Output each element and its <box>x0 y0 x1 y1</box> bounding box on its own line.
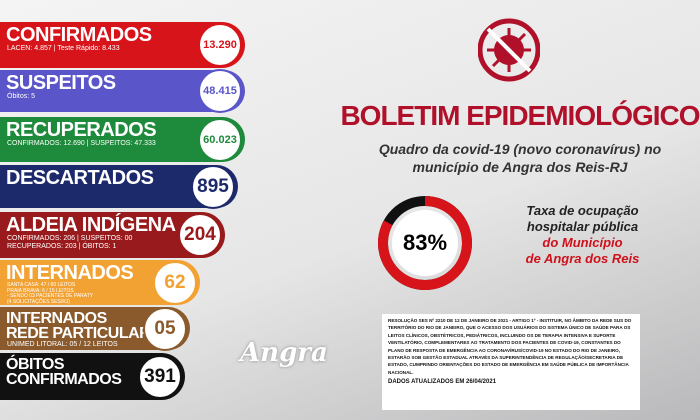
panel-title: INTERNADOS <box>6 310 107 327</box>
panel: ÓBITOS CONFIRMADOS 391 <box>0 353 185 400</box>
panel-detail: SANTA CASA: 47 / 60 LEITOS <box>7 282 76 288</box>
panel-detail: UNIMED LITORAL: 05 / 12 LEITOS <box>7 341 118 348</box>
panel-detail: CONFIRMADOS: 206 | SUSPEITOS: 00 <box>7 235 133 242</box>
count-badge: 13.290 <box>198 23 242 67</box>
resolution-text: RESOLUÇÃO SES Nº 2210 DE 12 DE JANEIRO D… <box>388 318 632 375</box>
panel: SUSPEITOS Óbitos: 5 48.415 <box>0 69 245 113</box>
panel-detail: PRAIA BRAVA: 6 / 15 LEITOS <box>7 287 74 294</box>
panel-detail: CONFIRMADOS: 12.690 | SUSPEITOS: 47.333 <box>7 140 156 147</box>
gauge-highlight: do Município <box>542 235 623 250</box>
panel: DESCARTADOS 895 <box>0 164 238 209</box>
panel-title: ÓBITOS <box>6 356 65 373</box>
count-badge: 60.023 <box>198 117 242 162</box>
logo: Angra <box>240 338 328 368</box>
resolution: RESOLUÇÃO SES Nº 2210 DE 12 DE JANEIRO D… <box>382 314 640 410</box>
subtitle-line: Quadro da covid-19 (novo coronavírus) no <box>378 141 662 157</box>
panel-title: REDE PARTICULAR <box>6 325 151 342</box>
updated: DADOS ATUALIZADOS EM 26/04/2021 <box>388 379 497 386</box>
panel-title: SUSPEITOS <box>6 72 116 94</box>
panel-detail: (4 SOLICITAÇÕES SES/RJ) <box>7 298 70 305</box>
panel-detail: - SENDO 03 PACIENTES DE PARATY <box>7 293 94 299</box>
count-badge: 62 <box>153 260 197 305</box>
panel-title: CONFIRMADOS <box>6 24 152 46</box>
panel-detail: RECUPERADOS: 203 | ÓBITOS: 1 <box>7 243 117 250</box>
count-badge: 391 <box>138 354 182 399</box>
panel: INTERNADOS SANTA CASA: 47 / 60 LEITOS PRAI… <box>0 260 200 305</box>
count-badge: 895 <box>191 164 235 209</box>
gauge-highlight: de Angra dos Reis <box>525 251 640 266</box>
gauge-text-line: Taxa de ocupação <box>526 203 639 218</box>
panel: ALDEIA INDÍGENA CONFIRMADOS: 206 | SUSPEI… <box>0 212 225 258</box>
subtitle-line: município de Angra dos Reis-RJ <box>412 159 628 175</box>
panel-title: RECUPERADOS <box>6 119 157 141</box>
gauge-label: 83% <box>403 230 447 255</box>
panel: RECUPERADOS CONFIRMADOS: 12.690 | SUSPEIT… <box>0 117 245 162</box>
panel: CONFIRMADOS LACEN: 4.857 | Teste Rápido: … <box>0 22 245 68</box>
title: BOLETIM EPIDEMIOLÓGICO <box>340 100 700 131</box>
panel-detail: LACEN: 4.857 | Teste Rápido: 8.433 <box>7 45 120 52</box>
virus-icon <box>478 18 540 82</box>
panel-detail: Óbitos: 5 <box>7 93 36 100</box>
gauge: 83% <box>378 196 472 290</box>
panel-title: CONFIRMADOS <box>6 371 122 388</box>
count-badge: 05 <box>143 306 187 351</box>
panel: INTERNADOS REDE PARTICULAR UNIMED LITORAL:… <box>0 306 190 351</box>
gauge-text-line: hospitalar pública <box>526 219 639 234</box>
count-badge: 48.415 <box>198 69 242 113</box>
subtitle: Quadro da covid-19 (novo coronavírus) no… <box>345 140 695 176</box>
gauge-text: Taxa de ocupação hospitalar pública do M… <box>495 203 670 267</box>
gauge-arc <box>378 196 472 290</box>
panel-title: DESCARTADOS <box>6 167 154 189</box>
count-badge: 204 <box>178 213 222 257</box>
panel-title: ALDEIA INDÍGENA <box>6 214 176 236</box>
panel-title: INTERNADOS <box>6 262 134 284</box>
